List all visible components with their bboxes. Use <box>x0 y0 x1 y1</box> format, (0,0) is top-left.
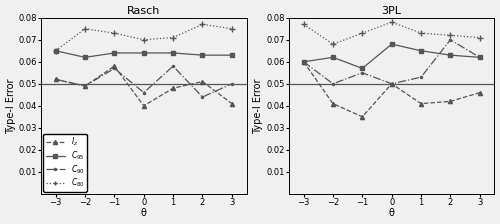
Y-axis label: Type-I Error: Type-I Error <box>6 78 16 134</box>
X-axis label: θ: θ <box>141 209 146 218</box>
Title: Rasch: Rasch <box>127 6 160 15</box>
X-axis label: θ: θ <box>388 209 394 218</box>
Legend: $I_z$, $C_{95}$, $C_{90}$, $C_{80}$: $I_z$, $C_{95}$, $C_{90}$, $C_{80}$ <box>44 134 87 192</box>
Title: 3PL: 3PL <box>382 6 402 15</box>
Y-axis label: Type-I Error: Type-I Error <box>254 78 264 134</box>
